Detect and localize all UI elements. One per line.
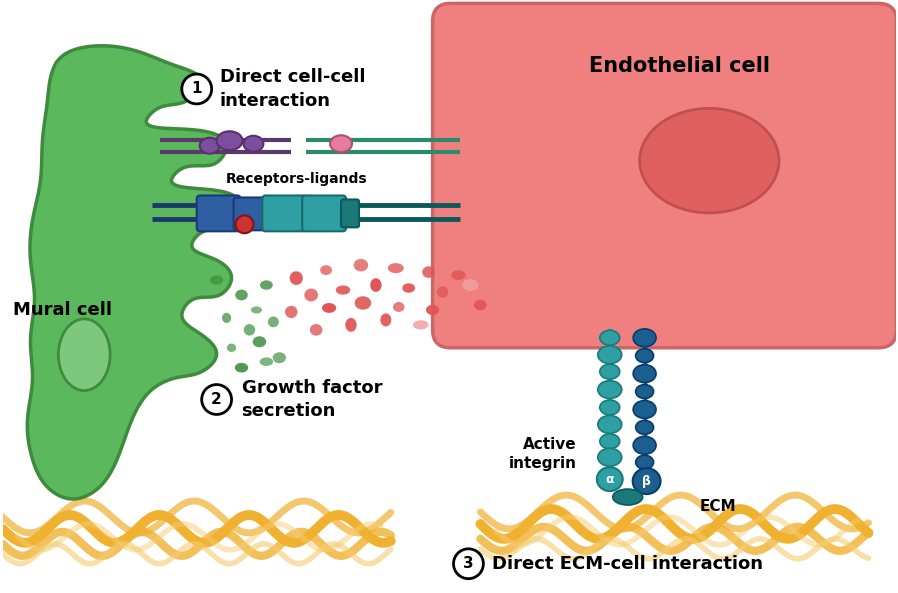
Ellipse shape xyxy=(260,280,273,290)
Ellipse shape xyxy=(290,271,303,285)
Ellipse shape xyxy=(600,330,620,345)
Ellipse shape xyxy=(600,400,620,415)
Text: 1: 1 xyxy=(191,81,202,97)
Text: Direct ECM-cell interaction: Direct ECM-cell interaction xyxy=(492,554,763,573)
Ellipse shape xyxy=(402,283,415,293)
Ellipse shape xyxy=(636,349,654,363)
Ellipse shape xyxy=(462,279,479,291)
Ellipse shape xyxy=(633,329,656,347)
Circle shape xyxy=(181,74,212,104)
Text: Endothelial cell: Endothelial cell xyxy=(589,56,770,76)
Ellipse shape xyxy=(451,270,466,280)
Ellipse shape xyxy=(336,285,350,295)
Ellipse shape xyxy=(598,346,621,364)
Ellipse shape xyxy=(636,455,654,469)
Ellipse shape xyxy=(322,303,336,313)
Text: ECM: ECM xyxy=(700,499,736,514)
Ellipse shape xyxy=(222,313,231,323)
Ellipse shape xyxy=(354,259,368,272)
Ellipse shape xyxy=(393,302,404,312)
Ellipse shape xyxy=(633,365,656,382)
FancyBboxPatch shape xyxy=(262,196,306,231)
Ellipse shape xyxy=(321,265,332,275)
Ellipse shape xyxy=(252,336,266,347)
Ellipse shape xyxy=(597,467,622,491)
Circle shape xyxy=(453,549,483,579)
Ellipse shape xyxy=(243,324,255,336)
Ellipse shape xyxy=(243,136,263,152)
Ellipse shape xyxy=(388,263,404,273)
FancyBboxPatch shape xyxy=(233,197,271,230)
Ellipse shape xyxy=(636,420,654,434)
Ellipse shape xyxy=(600,364,620,379)
Circle shape xyxy=(202,385,232,415)
Ellipse shape xyxy=(633,468,661,494)
Ellipse shape xyxy=(426,305,439,315)
Ellipse shape xyxy=(330,135,352,152)
Ellipse shape xyxy=(210,275,224,285)
Ellipse shape xyxy=(268,317,279,327)
Ellipse shape xyxy=(598,416,621,433)
Text: Mural cell: Mural cell xyxy=(13,301,112,319)
Ellipse shape xyxy=(304,289,318,301)
Text: α: α xyxy=(605,473,614,486)
Ellipse shape xyxy=(639,109,779,213)
Ellipse shape xyxy=(234,363,248,372)
Ellipse shape xyxy=(422,266,435,278)
Ellipse shape xyxy=(636,385,654,398)
Ellipse shape xyxy=(251,307,262,314)
FancyBboxPatch shape xyxy=(341,199,359,227)
Ellipse shape xyxy=(600,434,620,449)
Ellipse shape xyxy=(436,286,448,298)
Ellipse shape xyxy=(355,296,371,310)
Text: β: β xyxy=(642,474,651,487)
Text: Direct cell-cell
interaction: Direct cell-cell interaction xyxy=(220,68,365,110)
Text: 2: 2 xyxy=(211,392,222,407)
FancyBboxPatch shape xyxy=(197,196,241,231)
Text: 3: 3 xyxy=(463,556,474,571)
FancyBboxPatch shape xyxy=(303,196,346,231)
Ellipse shape xyxy=(310,324,322,336)
Ellipse shape xyxy=(413,320,428,330)
Ellipse shape xyxy=(474,299,487,310)
Ellipse shape xyxy=(285,306,297,318)
Ellipse shape xyxy=(58,319,110,391)
Ellipse shape xyxy=(370,278,382,292)
Circle shape xyxy=(235,215,253,233)
Polygon shape xyxy=(27,46,242,499)
Ellipse shape xyxy=(598,381,621,398)
Ellipse shape xyxy=(612,489,643,505)
FancyBboxPatch shape xyxy=(433,4,896,347)
Ellipse shape xyxy=(598,448,621,466)
Ellipse shape xyxy=(216,131,242,150)
Ellipse shape xyxy=(346,318,357,332)
Ellipse shape xyxy=(633,436,656,454)
Text: Receptors-ligands: Receptors-ligands xyxy=(225,171,367,186)
Text: Active
integrin: Active integrin xyxy=(509,438,577,471)
Ellipse shape xyxy=(235,289,248,301)
Ellipse shape xyxy=(260,358,273,366)
Ellipse shape xyxy=(381,313,392,326)
Ellipse shape xyxy=(633,400,656,419)
Text: Growth factor
secretion: Growth factor secretion xyxy=(242,379,382,420)
Ellipse shape xyxy=(227,343,236,352)
Ellipse shape xyxy=(273,352,286,363)
Ellipse shape xyxy=(199,138,220,154)
